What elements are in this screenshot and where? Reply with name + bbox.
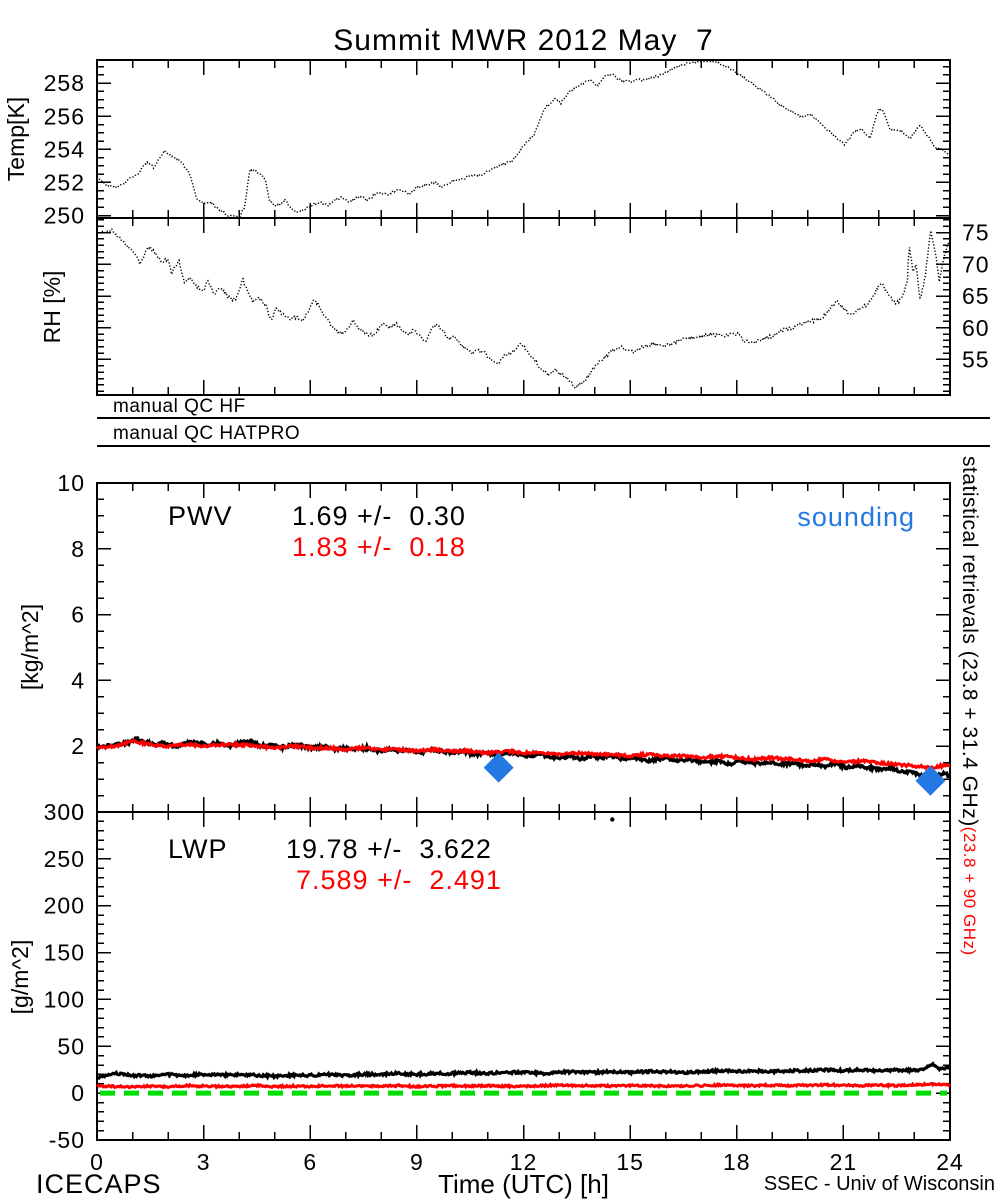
y-tick-label-lwp: 250 [44, 846, 85, 872]
y-tick-label-lwp: 200 [44, 893, 85, 919]
footer-project-label: ICECAPS [36, 1169, 162, 1199]
x-tick-label: 6 [303, 1149, 317, 1175]
y-tick-label-temp: 258 [44, 70, 85, 96]
lwp-panel-label: LWP [168, 834, 228, 864]
x-tick-label: 21 [830, 1149, 858, 1175]
lwp-series-lwp-hf [96, 1061, 951, 1081]
y-tick-label-temp: 256 [44, 103, 85, 129]
y-tick-label-lwp: 50 [57, 1033, 85, 1059]
pwv-y-axis-label: [kg/m^2] [17, 603, 43, 691]
y-tick-label-rh: 60 [962, 315, 990, 341]
pwv-stat-black: 1.69 +/- 0.30 [292, 501, 466, 531]
rh-y-axis-label: RH [%] [39, 270, 65, 344]
footer-credit-label: SSEC - Univ of Wisconsin [763, 1173, 995, 1195]
x-tick-label: 9 [410, 1149, 424, 1175]
lwp-y-axis-label: [g/m^2] [7, 939, 33, 1015]
sounding-legend-label: sounding [797, 502, 915, 532]
y-tick-label-temp: 252 [44, 169, 85, 195]
x-tick-label: 12 [510, 1149, 538, 1175]
panel-frame-rh [96, 217, 951, 396]
y-tick-label-rh: 55 [962, 346, 990, 372]
y-tick-label-temp: 250 [44, 203, 85, 229]
y-tick-label-lwp: 300 [44, 799, 85, 825]
y-tick-label-temp: 254 [44, 136, 85, 162]
sounding-diamond-marker [483, 752, 514, 783]
qc-row-hatpro-label: manual QC HATPRO [113, 423, 301, 444]
qc-row-hf-line [97, 417, 990, 419]
x-tick-label: 0 [90, 1149, 104, 1175]
panel-frame-lwp [96, 811, 951, 1141]
x-tick-label: 24 [936, 1149, 964, 1175]
panel-frame-temp [96, 59, 951, 219]
sounding-diamond-marker [915, 765, 946, 796]
qc-row-hf-label: manual QC HF [113, 396, 246, 417]
pwv-panel-label: PWV [168, 501, 233, 531]
temp-y-axis-label: Temp[K] [3, 96, 29, 182]
y-tick-label-rh: 75 [962, 220, 990, 246]
chart-title: Summit MWR 2012 May 7 [333, 24, 714, 57]
x-axis-label: Time (UTC) [h] [438, 1169, 609, 1199]
y-tick-label-rh: 70 [962, 251, 990, 277]
y-tick-label-pwv: 4 [71, 667, 85, 693]
y-tick-label-pwv: 10 [57, 470, 85, 496]
y-tick-label-lwp: 100 [44, 986, 85, 1012]
y-tick-label-lwp: -50 [49, 1127, 85, 1153]
temp-series-temperature [96, 60, 951, 218]
y-tick-label-pwv: 2 [71, 733, 85, 759]
pwv-stat-red: 1.83 +/- 0.18 [292, 532, 466, 562]
y-tick-label-pwv: 8 [71, 536, 85, 562]
rh-series-relative-humidity [96, 228, 951, 389]
right-margin-vertical-text: statistical retrievals (23.8 + 31.4 GHz)… [957, 456, 981, 1176]
qc-row-hatpro-line [97, 445, 990, 447]
x-tick-label: 3 [197, 1149, 211, 1175]
pwv-series-pwv-hatpro [95, 738, 951, 771]
lwp-series-lwp-hatpro [95, 1081, 952, 1090]
lwp-stat-red: 7.589 +/- 2.491 [296, 865, 502, 895]
right-margin-text-red: (23.8 + 90 GHz) [960, 826, 979, 956]
lwp-stat-black: 19.78 +/- 3.622 [286, 834, 492, 864]
y-tick-label-pwv: 0 [71, 799, 85, 825]
outlier-point [610, 817, 615, 822]
x-tick-label: 15 [616, 1149, 644, 1175]
right-margin-text-black: statistical retrievals (23.8 + 31.4 GHz) [958, 456, 981, 827]
y-tick-label-pwv: 6 [71, 602, 85, 628]
y-tick-label-lwp: 150 [44, 940, 85, 966]
y-tick-label-rh: 65 [962, 283, 990, 309]
y-tick-label-lwp: 0 [71, 1080, 85, 1106]
x-tick-label: 18 [723, 1149, 751, 1175]
